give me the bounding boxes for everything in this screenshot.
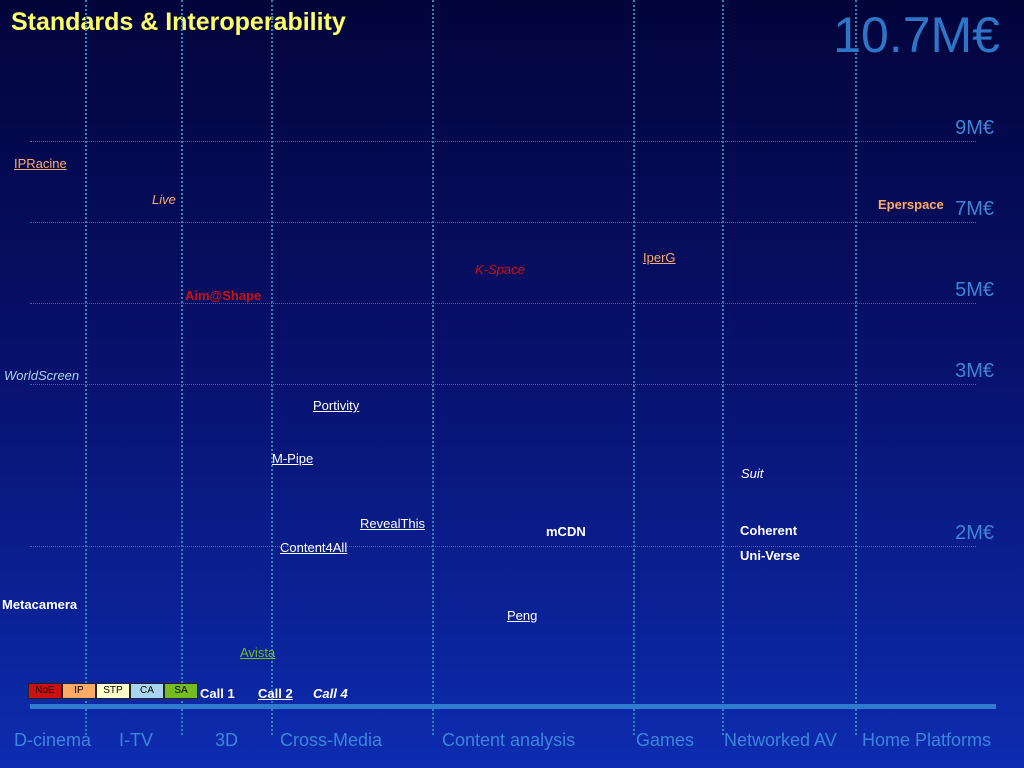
legend: NoE IP STP CA SA: [28, 683, 198, 699]
budget-level-label: 9M€: [955, 117, 994, 139]
project-label: Metacamera: [2, 597, 78, 612]
category-label: Home Platforms: [862, 730, 992, 750]
project-label: Coherent: [740, 523, 798, 538]
budget-gridline: [30, 384, 976, 385]
category-label: 3D: [215, 730, 239, 750]
total-budget: 10.7M€: [833, 7, 1000, 63]
project-label: Uni-Verse: [740, 548, 800, 563]
project-label: Aim@Shape: [185, 288, 262, 303]
call-1-label: Call 1: [200, 686, 235, 701]
project-label: Peng: [507, 608, 538, 623]
budget-level-label: 5M€: [955, 279, 994, 301]
project-label: Eperspace: [878, 197, 944, 212]
budget-level-label: 7M€: [955, 198, 994, 220]
category-label: D-cinema: [14, 730, 92, 750]
project-label: WorldScreen: [4, 368, 80, 383]
budget-gridline: [30, 303, 976, 304]
project-label: Live: [152, 192, 176, 207]
project-label: Suit: [741, 466, 764, 481]
project-label: Avista: [240, 645, 276, 660]
legend-swatch: CA: [130, 683, 164, 699]
slide-title: Standards & Interoperability: [11, 8, 346, 36]
category-separator: [722, 0, 724, 735]
category-separator: [432, 0, 434, 735]
category-separator: [85, 0, 87, 735]
legend-swatch: SA: [164, 683, 198, 699]
legend-swatch: IP: [62, 683, 96, 699]
legend-swatch: NoE: [28, 683, 62, 699]
category-label: Games: [636, 730, 695, 750]
category-label: Content analysis: [442, 730, 576, 750]
project-label: RevealThis: [360, 516, 426, 531]
legend-swatch: STP: [96, 683, 130, 699]
category-label: I-TV: [119, 730, 153, 750]
budget-level-label: 3M€: [955, 360, 994, 382]
budget-gridline: [30, 546, 976, 547]
category-separator: [271, 0, 273, 735]
project-label: Portivity: [313, 398, 360, 413]
project-label: IPRacine: [14, 156, 67, 171]
project-label: Content4All: [280, 540, 348, 555]
call-4-label: Call 4: [313, 686, 348, 701]
category-label: Cross-Media: [280, 730, 383, 750]
project-label: M-Pipe: [272, 451, 314, 466]
x-axis-bar: [30, 704, 996, 709]
budget-gridline: [30, 222, 976, 223]
category-separator: [855, 0, 857, 735]
budget-level-label: 2M€: [955, 522, 994, 544]
budget-gridline: [30, 141, 976, 142]
project-label: K-Space: [475, 262, 525, 277]
category-separator: [181, 0, 183, 735]
project-label: mCDN: [546, 524, 586, 539]
call-2-label: Call 2: [258, 686, 293, 701]
category-separator: [633, 0, 635, 735]
category-label: Networked AV: [724, 730, 837, 750]
project-label: IperG: [643, 250, 676, 265]
